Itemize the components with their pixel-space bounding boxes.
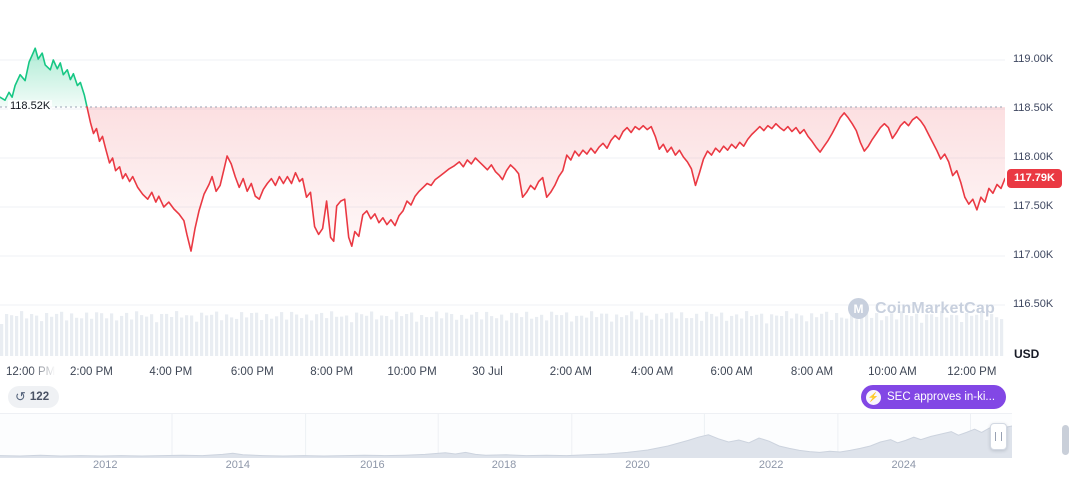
timeline-year-label: 2016 [360,459,385,471]
y-axis: 119.00K 118.50K 118.00K 117.50K 117.00K 116.5… [1013,0,1072,360]
currency-label: USD [1014,347,1040,361]
timeline-year-label: 2014 [225,459,251,471]
history-area [0,425,1012,458]
timeline-handle[interactable] [990,423,1007,450]
timeline-year-label: 2020 [625,459,650,471]
page-scrollbar-thumb[interactable] [1062,425,1069,455]
timeline-years: 2012 2014 2016 2018 2020 2022 2024 [0,459,1012,475]
x-axis-label: 2:00 PM [70,366,113,378]
watermark-text: CoinMarketCap [875,299,995,317]
x-axis: 12:00 PM 2:00 PM 4:00 PM 6:00 PM 8:00 PM 10:0… [0,366,1005,382]
y-axis-label: 118.50K [1013,102,1054,114]
y-axis-label: 117.00K [1013,249,1054,261]
price-chart[interactable] [0,0,1005,356]
x-axis-label: 6:00 PM [230,366,274,378]
y-axis-label: 119.00K [1013,53,1054,65]
y-axis-label: 118.00K [1013,151,1054,163]
lightning-icon: ⚡ [866,389,881,405]
x-axis-label: 10:00 PM [387,366,437,378]
timeline-mini-chart[interactable] [0,414,1012,458]
x-axis-label: 2:00 AM [549,366,592,378]
y-axis-label: 116.50K [1013,298,1054,310]
volume-bars [0,311,1004,356]
x-axis-label: 30 Jul [472,366,503,378]
x-axis-label: 8:00 PM [310,366,354,378]
history-clock-icon: ↺ [15,389,26,404]
news-text: SEC approves in-ki... [887,391,996,403]
x-axis-label: 4:00 PM [149,366,193,378]
coinmarketcap-logo-icon: M [848,298,869,319]
news-badge[interactable]: ⚡ SEC approves in-ki... [861,385,1007,409]
timeline-year-label: 2018 [491,459,517,471]
history-badge[interactable]: ↺ 122 [8,386,60,408]
timeline-year-label: 2022 [758,459,784,471]
timeline-scrubber[interactable] [0,413,1012,458]
open-price-label: 118.52K [8,100,53,112]
coinmarketcap-watermark: M CoinMarketCap [848,298,995,319]
y-axis-label: 117.50K [1013,200,1054,212]
price-area-fills [0,48,1005,252]
history-count: 122 [29,391,50,403]
x-axis-label: 12:00 PM [947,366,997,378]
current-price-badge: 117.79K [1007,169,1062,188]
timeline-year-label: 2024 [891,459,916,471]
price-line [0,47,1005,252]
axis-left-fade [30,364,66,382]
timeline-year-label: 2012 [92,459,118,471]
x-axis-label: 10:00 AM [868,366,917,378]
x-axis-label: 8:00 AM [790,366,834,378]
x-axis-label: 4:00 AM [631,366,674,378]
x-axis-label: 6:00 AM [710,366,753,378]
